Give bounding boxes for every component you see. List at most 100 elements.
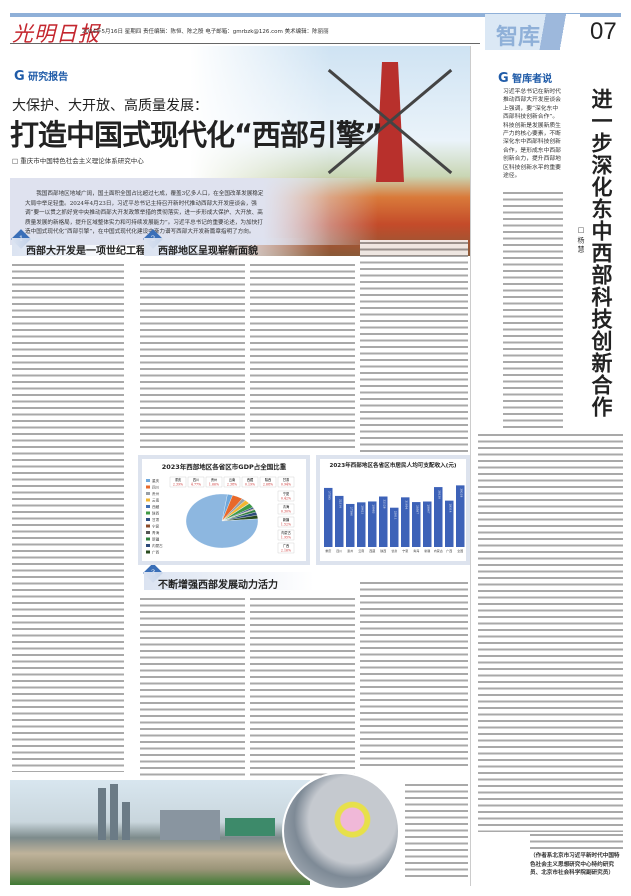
data-label-box bbox=[277, 516, 295, 528]
g-logo-icon: G bbox=[498, 71, 509, 86]
legend-swatch bbox=[146, 550, 150, 554]
data-label-box bbox=[277, 529, 295, 541]
legend-label: 云南 bbox=[152, 498, 160, 503]
bar-value-label: 28947 bbox=[426, 505, 430, 514]
bar-chart-svg: 37595 重庆 32514 四川 27396 贵州 28421 云南 28983 西藏 32128… bbox=[324, 485, 465, 553]
pie-chart-title: 2023年西部地区各省区市GDP占全国比重 bbox=[161, 463, 287, 471]
legend-swatch bbox=[146, 485, 150, 489]
bar-value-label: 28983 bbox=[371, 504, 375, 513]
legend-label: 西藏 bbox=[152, 504, 160, 509]
data-label-box bbox=[241, 476, 259, 488]
data-label-name: 贵州 bbox=[211, 477, 217, 482]
sidebar-lead: 习近平总书记在新时代推动西部大开发座谈会上强调，要“深化东中西部科技创新合作”。… bbox=[503, 88, 563, 180]
legend-label: 陕西 bbox=[152, 511, 160, 516]
abstract-text: 我国西部地区地域广阔，国土面积全国占比超过七成，覆盖3亿多人口，在全国改革发展稳… bbox=[25, 191, 264, 235]
body-column-2 bbox=[140, 262, 245, 452]
category-label: 西藏 bbox=[369, 548, 375, 553]
bar-value-label: 31604 bbox=[404, 500, 408, 509]
body-column-3 bbox=[250, 262, 355, 452]
pie-slice-remainder bbox=[185, 493, 259, 549]
sidebar-title: 进一步深化东中西部科技创新合作 bbox=[589, 88, 613, 418]
bar-value-label: 32514 bbox=[338, 499, 342, 508]
data-label-value: 1.95% bbox=[281, 536, 291, 540]
legend-label: 广西 bbox=[152, 550, 160, 555]
bar-广西 bbox=[445, 500, 454, 547]
article-subtitle: 大保护、大开放、高质量发展： bbox=[12, 98, 208, 114]
skyline bbox=[160, 810, 220, 840]
category-label: 宁夏 bbox=[402, 548, 408, 553]
bar-value-label: 37595 bbox=[327, 491, 331, 500]
data-label-box bbox=[205, 476, 223, 488]
data-label-box bbox=[169, 476, 187, 488]
legend-swatch bbox=[146, 498, 150, 502]
data-label-name: 云南 bbox=[229, 477, 235, 482]
data-label-value: 2.16% bbox=[281, 549, 291, 553]
legend-swatch bbox=[146, 505, 150, 508]
data-label-name: 新疆 bbox=[283, 517, 290, 522]
bar-value-label: 29514 bbox=[448, 504, 452, 513]
building bbox=[110, 784, 118, 840]
data-label-value: 2.39% bbox=[173, 483, 183, 487]
data-label-name: 宁夏 bbox=[283, 491, 290, 496]
data-label-name: 重庆 bbox=[175, 477, 182, 482]
data-label-name: 西藏 bbox=[247, 477, 254, 482]
data-label-value: 0.94% bbox=[281, 483, 291, 487]
sidebar-body bbox=[478, 432, 623, 832]
legend-label: 四川 bbox=[152, 486, 160, 490]
legend-swatch bbox=[146, 537, 150, 541]
bar-内蒙古 bbox=[434, 487, 443, 547]
bar-value-label: 28421 bbox=[360, 505, 364, 514]
legend-label: 重庆 bbox=[152, 478, 160, 483]
bar-chart-title: 2023年西部地区各省区市居民人均可支配收入(元) bbox=[329, 463, 457, 469]
category-label: 重庆 bbox=[325, 548, 331, 553]
issue-meta: 2024年5月16日 星期四 责任编辑：陈恒、陈之殷 电子邮箱：gmrbzk@1… bbox=[82, 29, 329, 35]
category-label: 新疆 bbox=[424, 548, 430, 553]
kicker-research-report: G 研究报告 bbox=[14, 68, 68, 84]
income-bar-chart: 2023年西部地区各省区市居民人均可支配收入(元) 37595 重庆 32514 四川… bbox=[316, 455, 470, 565]
kicker-think-tank: G 智库者说 bbox=[498, 70, 552, 86]
section-heading-2: 西部地区呈现崭新面貌 bbox=[144, 238, 309, 257]
kicker-label: 研究报告 bbox=[28, 72, 69, 83]
top-rule bbox=[10, 13, 621, 17]
bar-value-label: 39218 bbox=[459, 488, 463, 497]
pie-chart-svg: 重庆四川贵州云南西藏陕西甘肃宁夏青海新疆内蒙古广西重庆2.39%四川4.77%贵… bbox=[146, 476, 295, 555]
bar-贵州 bbox=[346, 503, 355, 547]
data-label-name: 内蒙古 bbox=[281, 530, 291, 535]
body-column-8 bbox=[405, 782, 468, 880]
legend-label: 甘肃 bbox=[152, 517, 160, 522]
bar-甘肃 bbox=[390, 507, 399, 547]
category-label: 陕西 bbox=[380, 548, 386, 553]
bar-宁夏 bbox=[401, 497, 410, 547]
building bbox=[98, 788, 106, 840]
newspaper-logo: 光明日报 bbox=[12, 22, 100, 46]
author-note: （作者系北京市习近平新时代中国特色社会主义思想研究中心特约研究员、北京市社会科学… bbox=[530, 853, 620, 876]
legend-swatch bbox=[146, 544, 150, 547]
girl-feeding-pigeons-photo bbox=[282, 772, 400, 890]
data-label-name: 广西 bbox=[283, 543, 289, 548]
bar-value-label: 25011 bbox=[393, 511, 397, 520]
data-label-value: 1.52% bbox=[281, 523, 291, 527]
legend-swatch bbox=[146, 511, 150, 515]
bar-陕西 bbox=[379, 496, 388, 547]
bar-value-label: 28587 bbox=[415, 505, 419, 514]
data-label-box bbox=[187, 476, 205, 488]
bar-重庆 bbox=[324, 487, 333, 547]
section-tab bbox=[485, 14, 580, 50]
legend-swatch bbox=[146, 531, 150, 534]
data-label-value: 2.38% bbox=[227, 483, 237, 487]
sidebar-body-end bbox=[530, 832, 623, 850]
chongqing-skyline-photo bbox=[10, 780, 310, 885]
bar-四川 bbox=[335, 495, 344, 547]
data-label-name: 四川 bbox=[193, 478, 199, 482]
legend-swatch bbox=[146, 492, 150, 495]
gdp-share-chart: 2023年西部地区各省区市GDP占全国比重 重庆 四川 贵州 云南 西藏 陕西 甘肃 宁夏 青海… bbox=[138, 455, 310, 565]
category-label: 四川 bbox=[336, 549, 342, 553]
sidebar-column-1 bbox=[503, 190, 563, 428]
abstract-box: 我国西部地区地域广阔，国土面积全国占比超过七成，覆盖3亿多人口，在全国改革发展稳… bbox=[10, 178, 470, 245]
legend-label: 宁夏 bbox=[152, 524, 160, 529]
data-label-value: 2.68% bbox=[263, 483, 273, 487]
section-name: 智库 bbox=[496, 24, 541, 50]
data-label-box bbox=[277, 476, 295, 488]
author-name: 杨 慧 bbox=[577, 236, 585, 253]
bar-青海 bbox=[412, 502, 421, 547]
